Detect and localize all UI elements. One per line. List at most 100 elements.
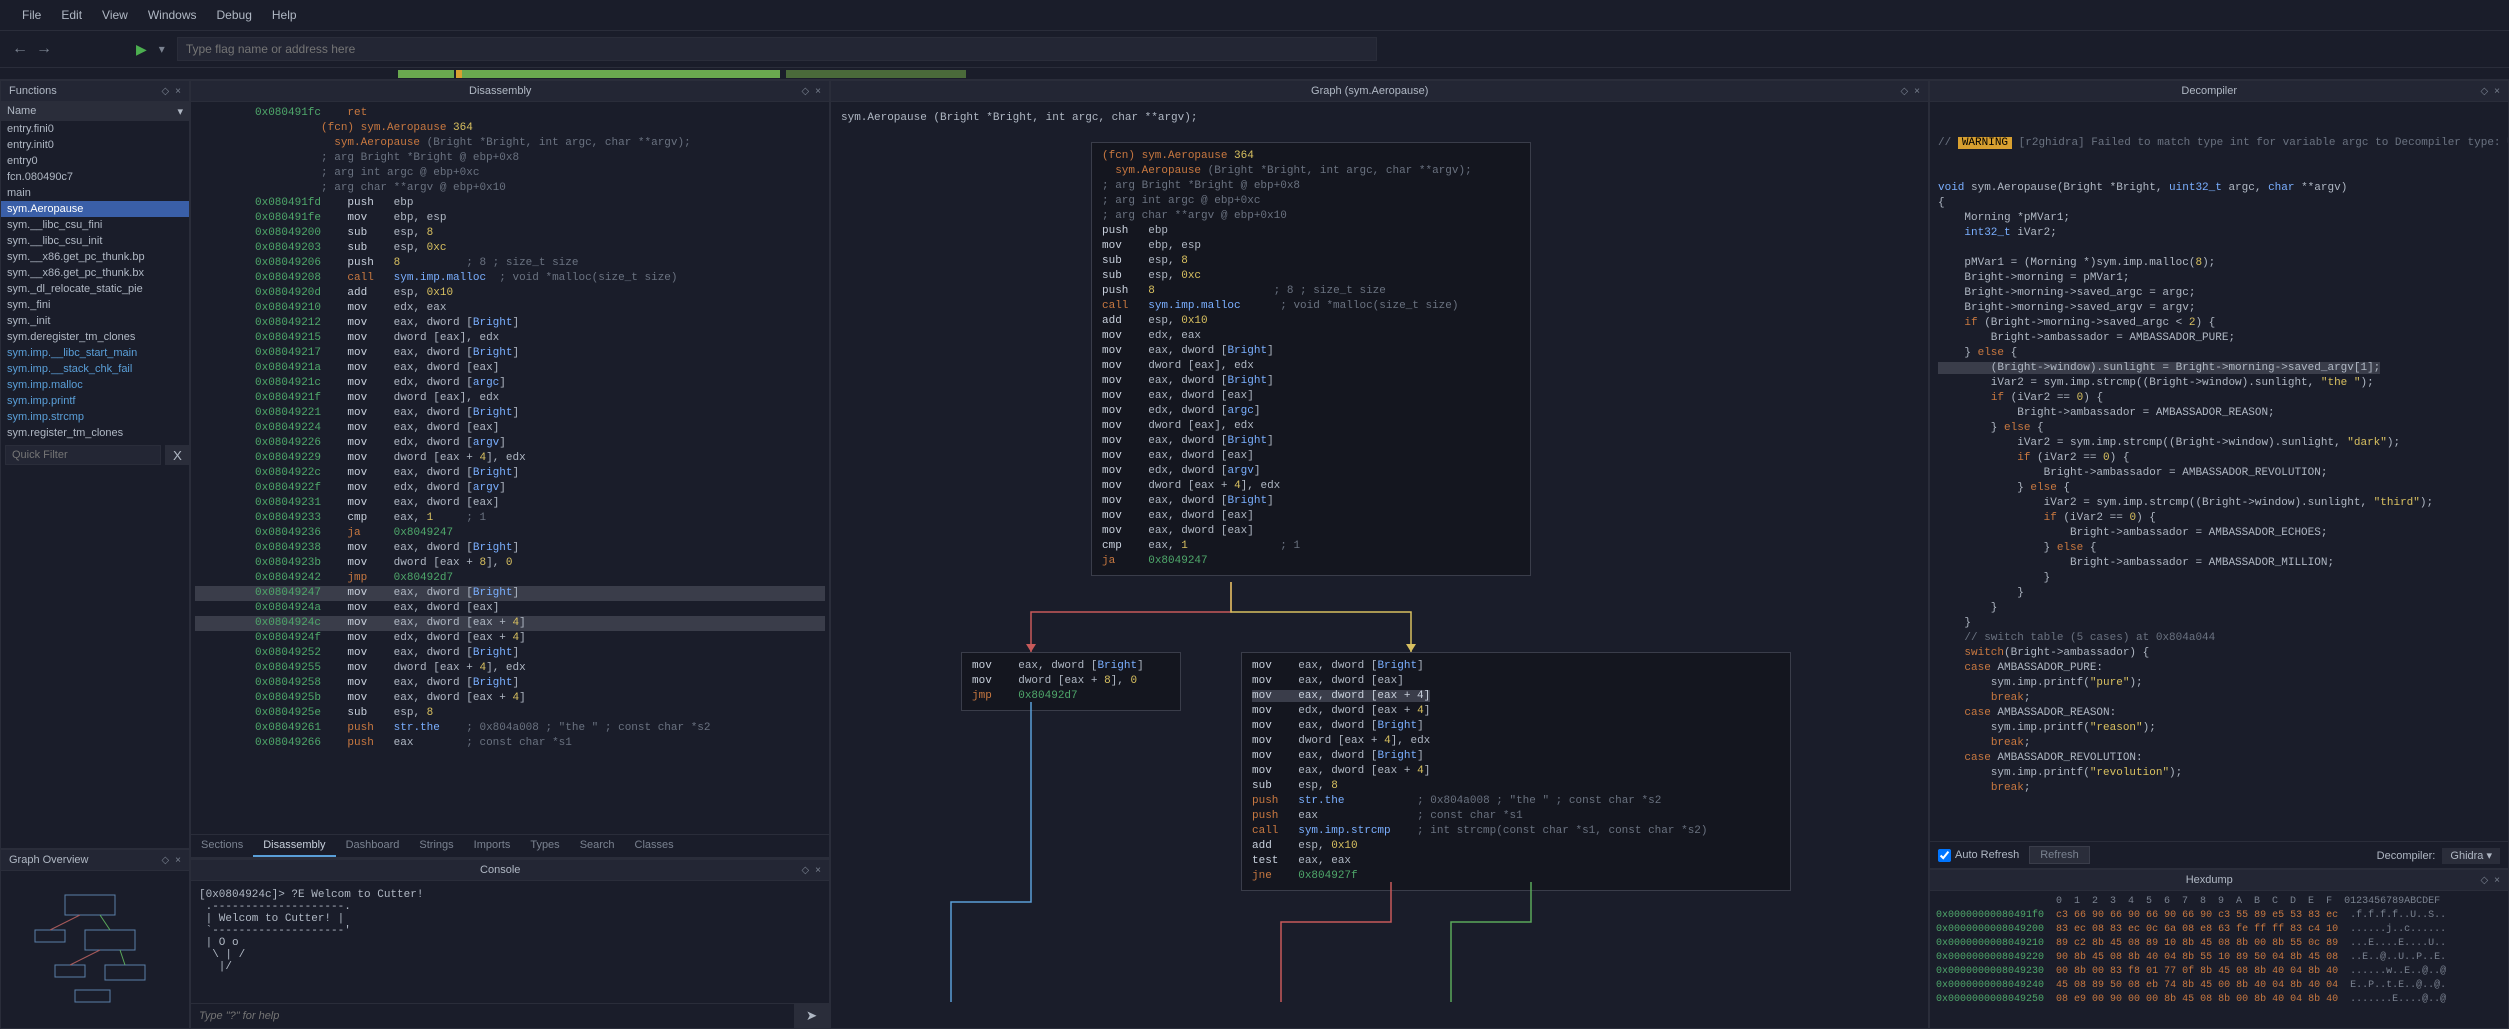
disasm-line[interactable]: 0x0804925b mov eax, dword [eax + 4] bbox=[195, 691, 825, 706]
close-icon[interactable]: × bbox=[2494, 875, 2500, 886]
function-item[interactable]: entry0 bbox=[1, 153, 189, 169]
disasm-line[interactable]: 0x08049247 mov eax, dword [Bright] bbox=[195, 586, 825, 601]
undock-icon[interactable]: ◇ bbox=[1900, 86, 1908, 97]
close-icon[interactable]: × bbox=[2494, 86, 2500, 97]
graph-node[interactable]: (fcn) sym.Aeropause 364 sym.Aeropause (B… bbox=[1091, 142, 1531, 576]
function-item[interactable]: sym.register_tm_clones bbox=[1, 425, 189, 441]
disasm-line[interactable]: 0x08049236 ja 0x8049247 bbox=[195, 526, 825, 541]
undock-icon[interactable]: ◇ bbox=[161, 855, 169, 866]
function-item[interactable]: fcn.080490c7 bbox=[1, 169, 189, 185]
disasm-line[interactable]: ; arg int argc @ ebp+0xc bbox=[195, 166, 825, 181]
run-icon[interactable]: ▶ bbox=[136, 41, 147, 58]
disasm-line[interactable]: 0x08049252 mov eax, dword [Bright] bbox=[195, 646, 825, 661]
menu-edit[interactable]: Edit bbox=[51, 4, 92, 26]
disasm-line[interactable]: 0x0804924a mov eax, dword [eax] bbox=[195, 601, 825, 616]
disasm-line[interactable]: 0x08049208 call sym.imp.malloc ; void *m… bbox=[195, 271, 825, 286]
disasm-line[interactable]: 0x08049210 mov edx, eax bbox=[195, 301, 825, 316]
functions-column-header[interactable]: Name ▾ bbox=[1, 102, 189, 121]
disasm-line[interactable]: 0x0804921a mov eax, dword [eax] bbox=[195, 361, 825, 376]
disasm-line[interactable]: 0x08049215 mov dword [eax], edx bbox=[195, 331, 825, 346]
disasm-line[interactable]: 0x08049261 push str.the ; 0x804a008 ; "t… bbox=[195, 721, 825, 736]
disasm-line[interactable]: 0x08049242 jmp 0x80492d7 bbox=[195, 571, 825, 586]
disasm-line[interactable]: 0x08049226 mov edx, dword [argv] bbox=[195, 436, 825, 451]
undock-icon[interactable]: ◇ bbox=[801, 865, 809, 876]
disasm-line[interactable]: 0x08049217 mov eax, dword [Bright] bbox=[195, 346, 825, 361]
disasm-line[interactable]: 0x08049206 push 8 ; 8 ; size_t size bbox=[195, 256, 825, 271]
disasm-line[interactable]: 0x0804925e sub esp, 8 bbox=[195, 706, 825, 721]
function-item[interactable]: sym._init bbox=[1, 313, 189, 329]
menu-file[interactable]: File bbox=[12, 4, 51, 26]
tab-disassembly[interactable]: Disassembly bbox=[253, 835, 335, 857]
disasm-line[interactable]: 0x08049233 cmp eax, 1 ; 1 bbox=[195, 511, 825, 526]
disasm-line[interactable]: 0x08049229 mov dword [eax + 4], edx bbox=[195, 451, 825, 466]
disasm-line[interactable]: 0x08049224 mov eax, dword [eax] bbox=[195, 421, 825, 436]
auto-refresh-checkbox[interactable]: Auto Refresh bbox=[1938, 849, 2019, 862]
close-icon[interactable]: × bbox=[815, 86, 821, 97]
console-input[interactable] bbox=[191, 1004, 794, 1028]
disasm-line[interactable]: 0x08049203 sub esp, 0xc bbox=[195, 241, 825, 256]
disasm-line[interactable]: sym.Aeropause (Bright *Bright, int argc,… bbox=[195, 136, 825, 151]
function-item[interactable]: entry.fini0 bbox=[1, 121, 189, 137]
close-icon[interactable]: × bbox=[175, 86, 181, 97]
dropdown-icon[interactable]: ▾ bbox=[159, 42, 165, 56]
graph-view[interactable]: sym.Aeropause (Bright *Bright, int argc,… bbox=[831, 102, 1928, 1028]
function-item[interactable]: main bbox=[1, 185, 189, 201]
disasm-line[interactable]: 0x0804922f mov edx, dword [argv] bbox=[195, 481, 825, 496]
function-item[interactable]: entry.init0 bbox=[1, 137, 189, 153]
function-item[interactable]: sym.imp.__libc_start_main bbox=[1, 345, 189, 361]
graph-overview-thumb[interactable] bbox=[1, 871, 189, 1028]
console-submit-button[interactable]: ➤ bbox=[794, 1004, 829, 1028]
undock-icon[interactable]: ◇ bbox=[801, 86, 809, 97]
function-item[interactable]: sym.imp.strcmp bbox=[1, 409, 189, 425]
disasm-line[interactable]: 0x08049200 sub esp, 8 bbox=[195, 226, 825, 241]
disasm-line[interactable]: 0x0804923b mov dword [eax + 8], 0 bbox=[195, 556, 825, 571]
function-item[interactable]: sym._fini bbox=[1, 297, 189, 313]
graph-node[interactable]: mov eax, dword [Bright] mov dword [eax +… bbox=[961, 652, 1181, 711]
timeline-segment[interactable] bbox=[786, 70, 966, 78]
functions-filter-input[interactable] bbox=[5, 445, 161, 465]
disasm-line[interactable]: 0x08049221 mov eax, dword [Bright] bbox=[195, 406, 825, 421]
disasm-line[interactable]: 0x08049266 push eax ; const char *s1 bbox=[195, 736, 825, 751]
tab-strings[interactable]: Strings bbox=[409, 835, 463, 857]
tab-classes[interactable]: Classes bbox=[625, 835, 684, 857]
menu-help[interactable]: Help bbox=[262, 4, 307, 26]
function-item[interactable]: sym.imp.printf bbox=[1, 393, 189, 409]
undock-icon[interactable]: ◇ bbox=[161, 86, 169, 97]
tab-imports[interactable]: Imports bbox=[464, 835, 521, 857]
function-item[interactable]: sym.__x86.get_pc_thunk.bp bbox=[1, 249, 189, 265]
chevron-down-icon[interactable]: ▾ bbox=[177, 105, 183, 118]
close-icon[interactable]: × bbox=[1914, 86, 1920, 97]
tab-dashboard[interactable]: Dashboard bbox=[336, 835, 410, 857]
graph-node[interactable]: mov eax, dword [Bright] mov eax, dword [… bbox=[1241, 652, 1791, 891]
disasm-line[interactable]: 0x0804924c mov eax, dword [eax + 4] bbox=[195, 616, 825, 631]
function-item[interactable]: sym.__x86.get_pc_thunk.bx bbox=[1, 265, 189, 281]
disasm-line[interactable]: 0x080491fe mov ebp, esp bbox=[195, 211, 825, 226]
menu-debug[interactable]: Debug bbox=[207, 4, 262, 26]
undock-icon[interactable]: ◇ bbox=[2480, 875, 2488, 886]
function-item[interactable]: sym.__libc_csu_fini bbox=[1, 217, 189, 233]
disassembly-view[interactable]: 0x080491fc ret (fcn) sym.Aeropause 364 s… bbox=[191, 102, 829, 834]
close-icon[interactable]: × bbox=[815, 865, 821, 876]
disasm-line[interactable]: 0x0804920d add esp, 0x10 bbox=[195, 286, 825, 301]
disasm-line[interactable]: 0x0804922c mov eax, dword [Bright] bbox=[195, 466, 825, 481]
decompiler-engine-select[interactable]: Ghidra ▾ bbox=[2442, 848, 2500, 864]
address-input[interactable] bbox=[177, 37, 1377, 61]
disasm-line[interactable]: 0x0804921f mov dword [eax], edx bbox=[195, 391, 825, 406]
hexdump-view[interactable]: 0 1 2 3 4 5 6 7 8 9 A B C D E F 01234567… bbox=[1930, 891, 2508, 1028]
function-item[interactable]: sym.deregister_tm_clones bbox=[1, 329, 189, 345]
close-icon[interactable]: × bbox=[175, 855, 181, 866]
disasm-line[interactable]: 0x0804924f mov edx, dword [eax + 4] bbox=[195, 631, 825, 646]
disasm-line[interactable]: (fcn) sym.Aeropause 364 bbox=[195, 121, 825, 136]
disasm-line[interactable]: ; arg Bright *Bright @ ebp+0x8 bbox=[195, 151, 825, 166]
disasm-line[interactable]: 0x08049258 mov eax, dword [Bright] bbox=[195, 676, 825, 691]
menu-windows[interactable]: Windows bbox=[138, 4, 207, 26]
function-item[interactable]: sym.imp.malloc bbox=[1, 377, 189, 393]
disasm-line[interactable]: 0x08049238 mov eax, dword [Bright] bbox=[195, 541, 825, 556]
menu-view[interactable]: View bbox=[92, 4, 138, 26]
tab-sections[interactable]: Sections bbox=[191, 835, 253, 857]
function-item[interactable]: sym.Aeropause bbox=[1, 201, 189, 217]
decompiler-view[interactable]: // WARNING [r2ghidra] Failed to match ty… bbox=[1930, 102, 2508, 841]
disasm-line[interactable]: 0x08049212 mov eax, dword [Bright] bbox=[195, 316, 825, 331]
disasm-line[interactable]: 0x080491fd push ebp bbox=[195, 196, 825, 211]
nav-forward-icon[interactable]: → bbox=[36, 40, 52, 58]
